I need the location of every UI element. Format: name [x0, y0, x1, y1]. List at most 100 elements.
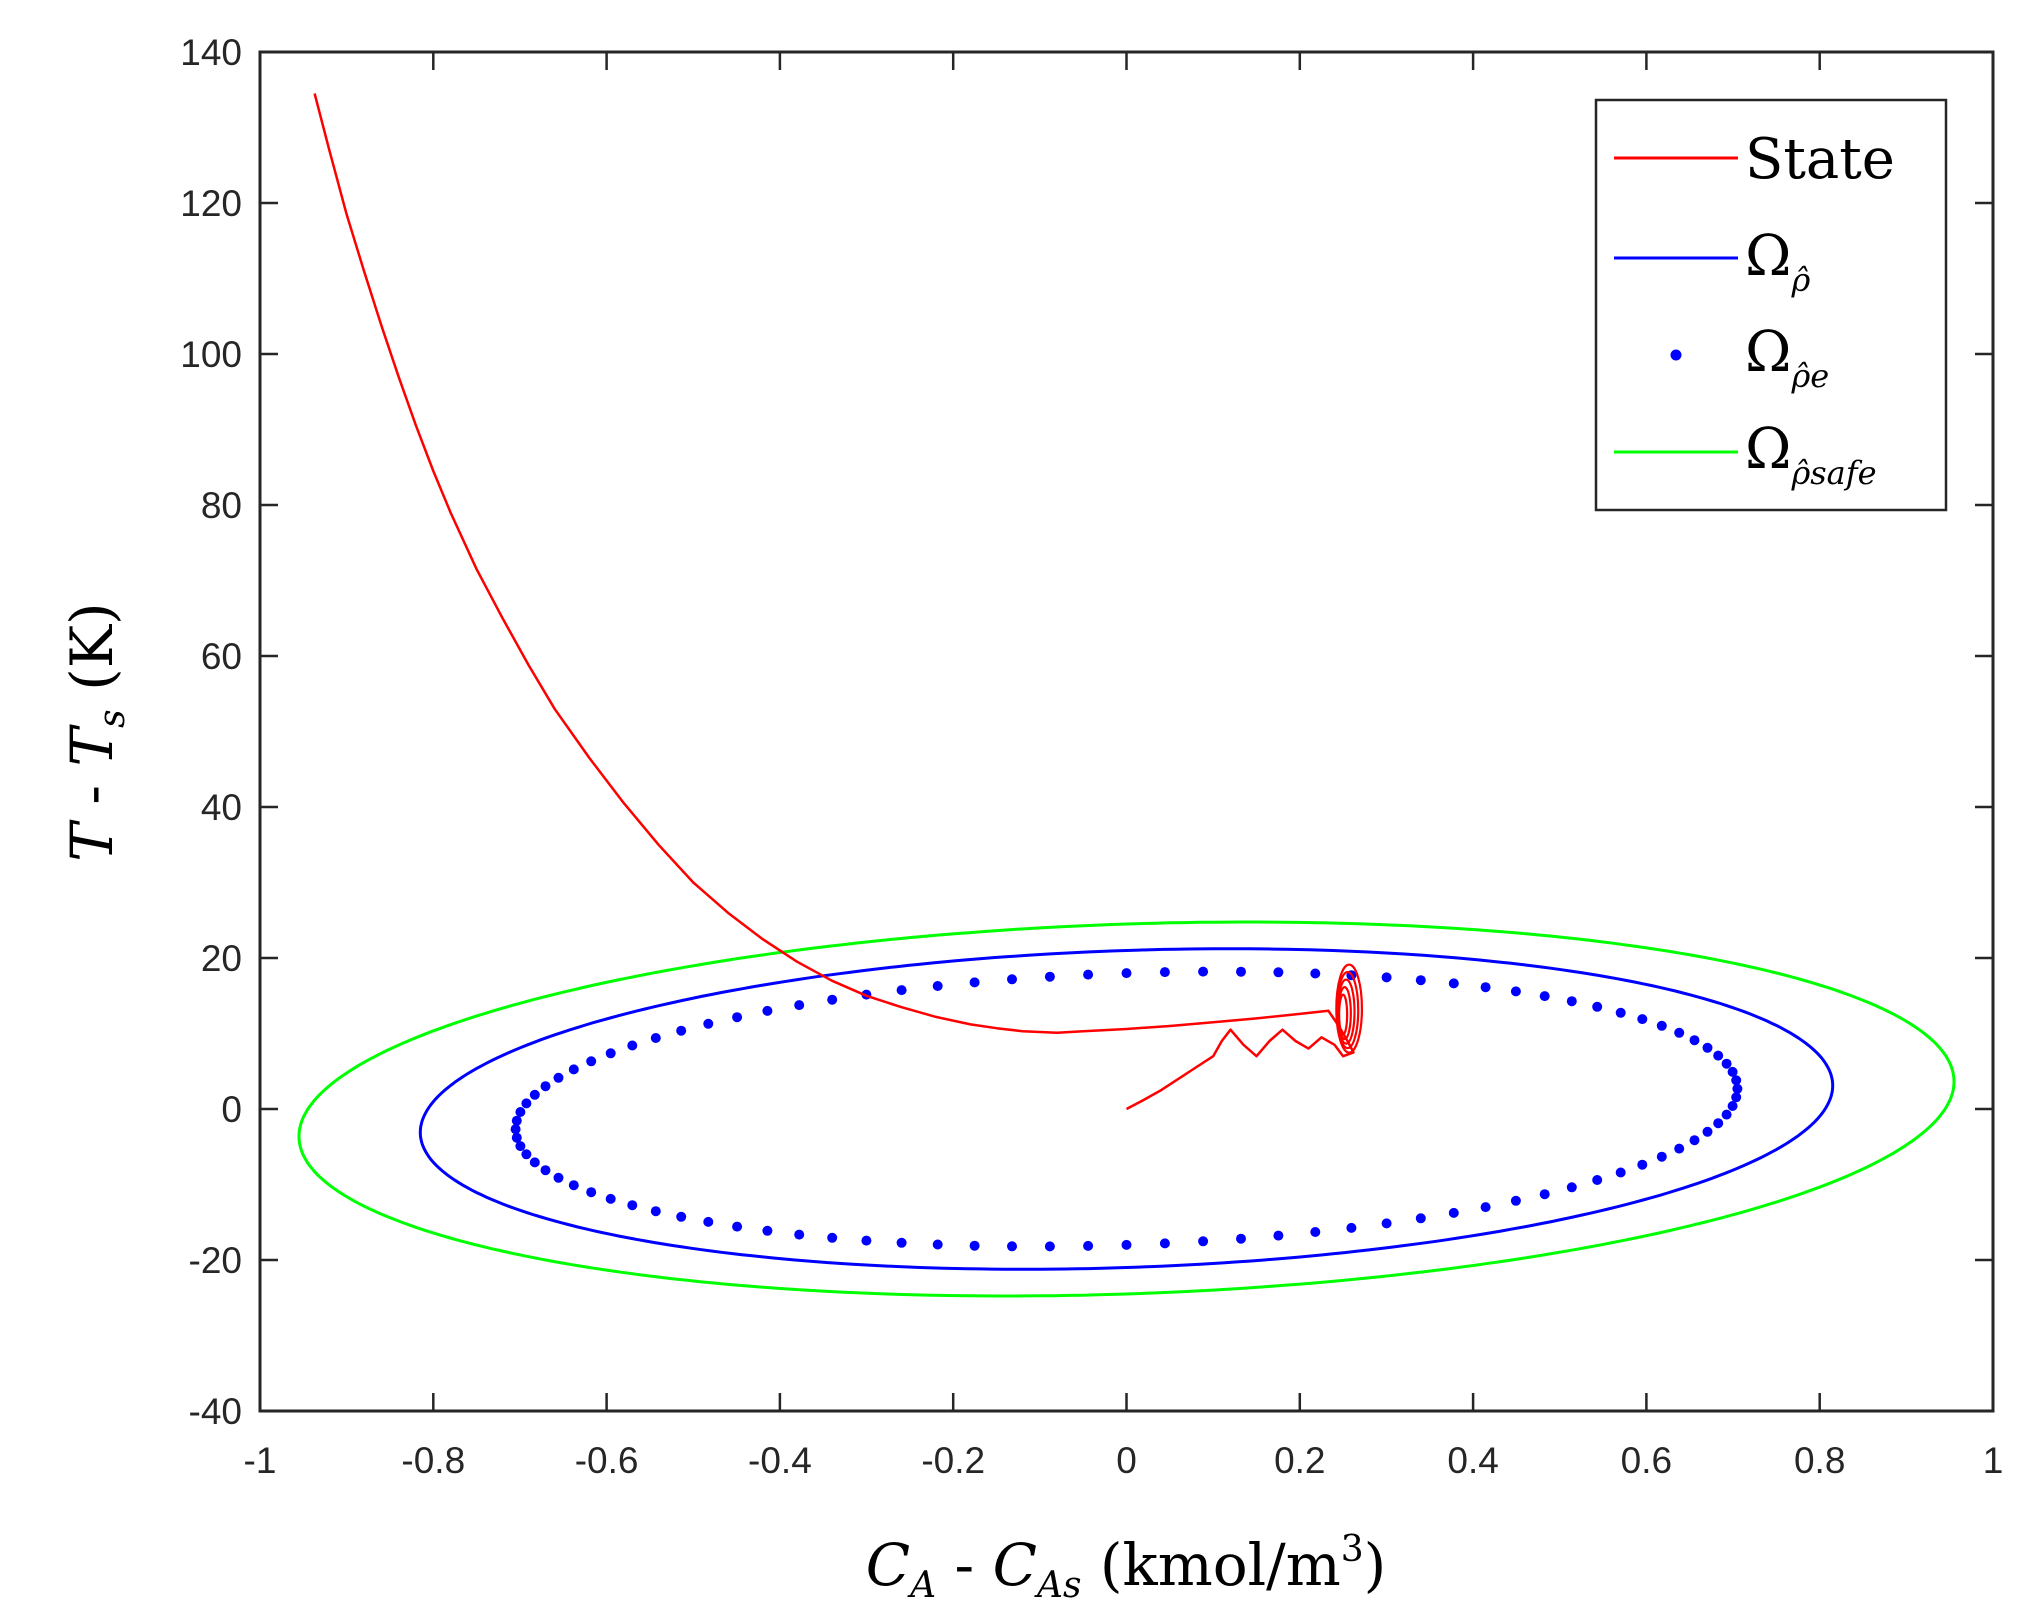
series-omega-rho-e-point [1007, 974, 1017, 985]
series-omega-rho-e-point [1510, 986, 1521, 997]
x-tick-label: -1 [244, 1440, 277, 1481]
series-omega-rho-e-point [627, 1040, 638, 1051]
y-tick-label: 140 [180, 32, 242, 73]
series-omega-rho-e-point [568, 1180, 579, 1191]
series-omega-rho-e-point [1713, 1118, 1724, 1129]
series-omega-rho-e-point [732, 1012, 743, 1023]
series-omega-rho-e-point [794, 1229, 805, 1240]
legend-label-omega-rho: Ωρ̂ [1745, 224, 1810, 299]
y-tick-label: 100 [180, 334, 242, 375]
x-tick-label: -0.2 [921, 1440, 985, 1481]
plot-area [297, 93, 1956, 1298]
series-omega-rho-e-point [1381, 1218, 1392, 1229]
tick-labels: -1 -0.8 -0.6 -0.4 -0.2 0 0.2 0.4 0.6 0.8 1 -40 -20 0 2… [180, 32, 2003, 1481]
y-axis-title: T - Ts (K) [58, 602, 133, 861]
series-omega-rho-e-point [650, 1033, 661, 1043]
series-omega-rho-e-point [969, 977, 980, 988]
axes-box [258, 50, 1995, 1413]
series-omega-rho-e-point [762, 1005, 773, 1016]
series-omega-rho-e-point [1273, 1230, 1284, 1241]
series-omega-rho-e-point [1702, 1042, 1713, 1053]
x-tick-label: 1 [1983, 1440, 2004, 1481]
series-omega-rho-e-point [1731, 1092, 1742, 1103]
series-omega-rho-e-point [1637, 1014, 1648, 1025]
series-omega-rho-e-point [1083, 969, 1094, 980]
series-omega-rho-e-point [1566, 1182, 1577, 1193]
series-omega-rho-e-point [1539, 1189, 1550, 1200]
series-omega-rho-e-point [529, 1089, 540, 1100]
series-omega-rho-e-point [1236, 1233, 1246, 1244]
series-omega-rho-e-point [1044, 971, 1055, 982]
series-omega-rho-e-point [1732, 1083, 1743, 1094]
series-omega-rho-e-point [1310, 1227, 1321, 1237]
legend-label-omega-rho-e: Ωρ̂e [1745, 320, 1829, 395]
series-omega-rho-e-point [1159, 967, 1170, 978]
series-omega-rho-e-point [568, 1064, 579, 1075]
series-omega-rho-e-point [1674, 1143, 1685, 1154]
series-omega-rho-e-point [1198, 1236, 1209, 1247]
series-omega-rho-e-point [586, 1187, 597, 1198]
series-omega-rho-e-point [1159, 1238, 1170, 1249]
series-omega-rho-e-point [553, 1072, 564, 1083]
series-omega-rho-e-point [586, 1056, 597, 1067]
series-omega-rho-e-point [1615, 1007, 1626, 1018]
series-omega-rho-e-point [703, 1216, 714, 1227]
series-omega-rho-e-point [827, 994, 838, 1005]
series-omega-rho-e-point [861, 1235, 872, 1246]
legend-label-state: State [1745, 127, 1895, 192]
series-omega-rho-e-point [553, 1172, 564, 1183]
series-omega-rho-e-point [1236, 966, 1246, 977]
series-omega-rho-e-point [529, 1157, 540, 1168]
series-omega-rho-e-point [1448, 978, 1459, 989]
series-omega-rho-e-point [676, 1211, 687, 1222]
series-omega-rho-e-point [1044, 1241, 1055, 1252]
series-omega-rho-e-point [511, 1132, 522, 1143]
series-omega-rho-e-point [932, 1239, 943, 1250]
series-omega-rho-e-point [1731, 1075, 1742, 1086]
y-tick-label: 80 [201, 485, 242, 526]
y-tick-label: -20 [189, 1240, 242, 1281]
series-omega-rho-e-point [1656, 1151, 1667, 1162]
series-omega-rho-e-point [540, 1165, 551, 1176]
series-omega-rho-e-point [521, 1098, 532, 1109]
x-tick-label: 0.6 [1621, 1440, 1672, 1481]
series-omega-rho-e-point [1480, 982, 1491, 993]
x-tick-label: 0.8 [1794, 1440, 1845, 1481]
series-omega-rho-e-point [1415, 1213, 1426, 1224]
series-omega-rho-e-point [932, 981, 943, 991]
y-tick-label: 0 [221, 1089, 242, 1130]
series-omega-rho-e-point [1592, 1001, 1603, 1012]
series-omega-rho-e-point [1480, 1202, 1491, 1213]
series-omega-rho-e-point [1346, 1222, 1357, 1233]
series-omega-rho-e-point [1713, 1050, 1724, 1061]
series-omega-rho-e-point [703, 1018, 714, 1029]
series-omega-rho-e-point [1566, 996, 1577, 1007]
series-omega-rho-e-point [540, 1081, 551, 1092]
series-omega-rho-e-point [1083, 1240, 1094, 1251]
series-omega-rho-e-point [511, 1115, 522, 1126]
series-omega-rho-e-point [1721, 1109, 1732, 1120]
legend: State Ωρ̂ Ωρ̂e Ωρ̂safe [1594, 98, 1948, 512]
series-state-loop [1335, 963, 1364, 1054]
series-omega-rho-e-point [605, 1048, 616, 1059]
x-tick-label: 0.2 [1274, 1440, 1325, 1481]
series-omega-rho-e-point [896, 1237, 907, 1248]
series-omega-rho-e-point [1510, 1195, 1521, 1206]
series-omega-rho-e-point [1121, 968, 1132, 979]
series-omega-rho-safe [297, 920, 1956, 1298]
series-omega-rho-e-point [515, 1107, 526, 1117]
series-omega-rho-e-point [627, 1200, 638, 1211]
x-tick-label: 0 [1116, 1440, 1137, 1481]
series-omega-rho-e-point [1689, 1135, 1700, 1146]
legend-swatch-omega-rho-e [1670, 349, 1682, 361]
series-omega-rho-e-point [1721, 1058, 1732, 1069]
x-tick-label: 0.4 [1447, 1440, 1498, 1481]
y-tick-label: 20 [201, 938, 242, 979]
series-omega-rho-e-point [1198, 966, 1209, 977]
series-omega-rho-e-point [1637, 1159, 1648, 1170]
series-omega-rho-e-point [521, 1149, 532, 1160]
series-omega-rho-e-point [1381, 972, 1392, 983]
series-omega-rho-e-point [794, 1000, 805, 1011]
y-tick-label: 120 [180, 183, 242, 224]
series-omega-rho-e-point [1727, 1066, 1738, 1077]
